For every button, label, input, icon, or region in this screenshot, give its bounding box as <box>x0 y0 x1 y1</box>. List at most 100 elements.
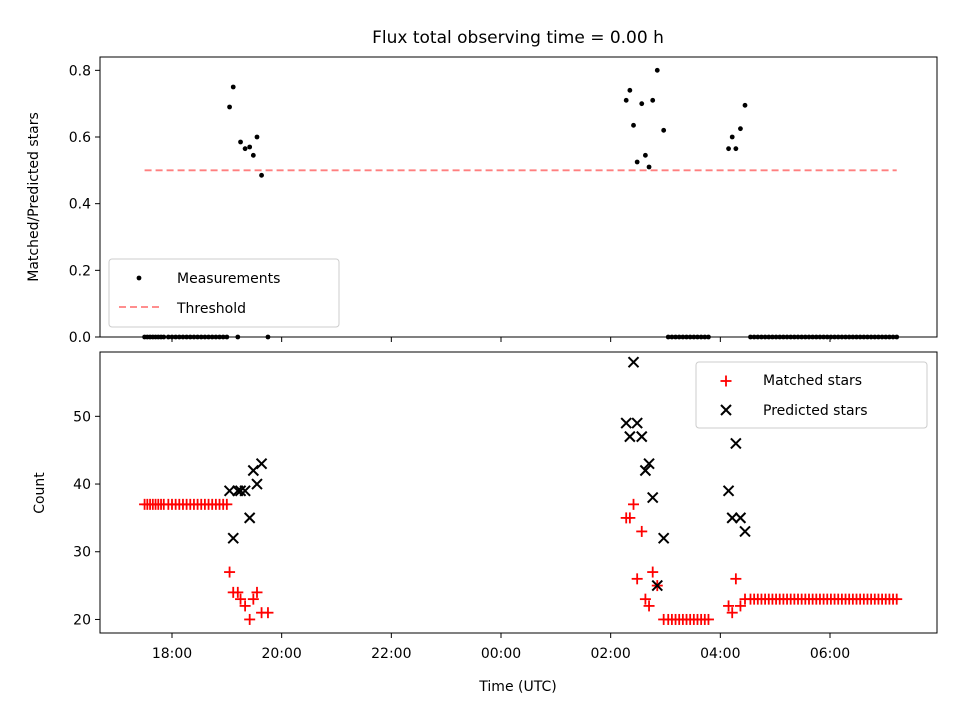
x-tick-label: 18:00 <box>152 646 192 662</box>
x-tick-label: 04:00 <box>700 646 740 662</box>
predicted-star-point <box>646 491 659 504</box>
legend-predicted-marker <box>720 404 732 416</box>
predicted-star-point <box>255 458 268 470</box>
measurement-point <box>639 101 645 107</box>
bottom-legend: Matched stars Predicted stars <box>695 361 928 429</box>
bottom-y-tick-label: 30 <box>73 545 91 561</box>
measurement-point <box>738 126 743 132</box>
matched-star-point <box>730 573 742 585</box>
legend-measurements-marker <box>136 275 142 281</box>
measurement-point <box>259 172 264 178</box>
matched-star-point <box>734 600 746 612</box>
measurement-point <box>733 146 739 152</box>
predicted-star-point <box>651 579 663 592</box>
top-legend-box <box>108 258 340 328</box>
matched-star-point <box>221 498 233 510</box>
predicted-star-point <box>657 532 670 544</box>
matched-star-point <box>251 586 263 598</box>
matched-star-point <box>726 607 738 619</box>
x-tick-label: 00:00 <box>481 646 521 662</box>
legend-predicted-label: Predicted stars <box>763 403 868 419</box>
predicted-star-point <box>631 417 643 429</box>
top-y-tick-label: 0.8 <box>69 63 91 79</box>
measurement-point <box>742 102 748 108</box>
predicted-star-point <box>251 478 263 490</box>
measurement-point <box>631 122 636 128</box>
predicted-star-point <box>726 512 738 524</box>
top-legend: Measurements Threshold <box>108 258 340 328</box>
matched-star-point <box>723 600 735 612</box>
bottom-y-tick-label: 50 <box>73 409 91 425</box>
measurement-point <box>250 152 256 158</box>
measurement-point <box>729 134 735 140</box>
legend-measurements-label: Measurements <box>177 271 280 287</box>
matched-star-point <box>235 593 247 605</box>
matched-star-point <box>239 600 251 612</box>
measurement-point <box>650 97 656 103</box>
bottom-y-tick-label: 40 <box>73 477 91 493</box>
measurement-point <box>254 134 260 140</box>
top-plot-frame <box>99 56 938 338</box>
matched-star-point <box>636 525 648 537</box>
matched-star-point <box>891 593 903 605</box>
predicted-star-point <box>627 356 640 368</box>
matched-star-point <box>247 593 259 605</box>
x-axis-label: Time (UTC) <box>478 679 556 695</box>
bottom-panel: Count Time (UTC) 20 30 40 50 18:00 20:00 22:00… <box>32 351 938 695</box>
measurement-point <box>242 146 248 152</box>
top-panel: Flux total observing time = 0.00 h Match… <box>26 28 938 346</box>
bottom-plot-frame <box>99 351 938 634</box>
measurement-point <box>642 152 648 158</box>
legend-matched-label: Matched stars <box>763 373 862 389</box>
predicted-star-point <box>730 437 742 450</box>
measurement-point <box>230 84 236 90</box>
matched-star-point <box>624 512 636 524</box>
matched-star-point <box>224 566 236 578</box>
predicted-star-point <box>247 464 260 477</box>
measurement-point <box>238 139 243 145</box>
measurement-point <box>726 146 731 152</box>
predicted-star-point <box>223 485 236 497</box>
x-tick-label: 02:00 <box>590 646 630 662</box>
top-y-tick-label: 0.2 <box>69 263 91 279</box>
predicted-star-point <box>239 485 251 497</box>
legend-matched-marker <box>720 375 732 387</box>
matched-star-point <box>647 566 659 578</box>
top-y-tick-label: 0.0 <box>69 330 91 346</box>
predicted-star-point <box>739 525 751 538</box>
top-y-axis-label: Matched/Predicted stars <box>26 112 42 282</box>
matched-star-point <box>639 593 651 605</box>
predicted-star-point <box>624 430 636 443</box>
matched-star-point <box>702 613 714 625</box>
measurement-point <box>627 87 633 93</box>
x-tick-label: 20:00 <box>261 646 301 662</box>
predicted-star-point <box>243 512 256 524</box>
predicted-star-point <box>620 417 632 429</box>
x-tick-label: 06:00 <box>810 646 850 662</box>
matched-star-point <box>628 498 640 510</box>
predicted-star-point <box>734 512 747 524</box>
predicted-star-point <box>639 464 652 477</box>
bottom-y-axis-label: Count <box>32 472 48 514</box>
measurement-point <box>634 159 640 165</box>
matched-star-point <box>262 607 274 619</box>
x-tick-label: 22:00 <box>371 646 411 662</box>
matched-star-point <box>631 573 643 585</box>
legend-threshold-label: Threshold <box>176 301 246 317</box>
matched-star-point <box>643 600 655 612</box>
predicted-star-point <box>636 430 648 443</box>
measurement-point <box>623 97 629 103</box>
chart-title: Flux total observing time = 0.00 h <box>372 28 664 48</box>
measurement-point <box>227 104 232 110</box>
predicted-star-point <box>643 458 655 470</box>
measurement-point <box>654 67 660 73</box>
predicted-star-point <box>227 532 239 544</box>
matched-star-point <box>244 613 256 625</box>
top-y-tick-label: 0.4 <box>69 197 91 213</box>
top-y-tick-label: 0.6 <box>69 130 91 146</box>
predicted-star-point <box>234 485 247 497</box>
measurement-point <box>661 127 667 133</box>
measurement-point <box>247 144 253 150</box>
matched-star-point <box>232 586 244 598</box>
measurement-point <box>646 164 652 170</box>
